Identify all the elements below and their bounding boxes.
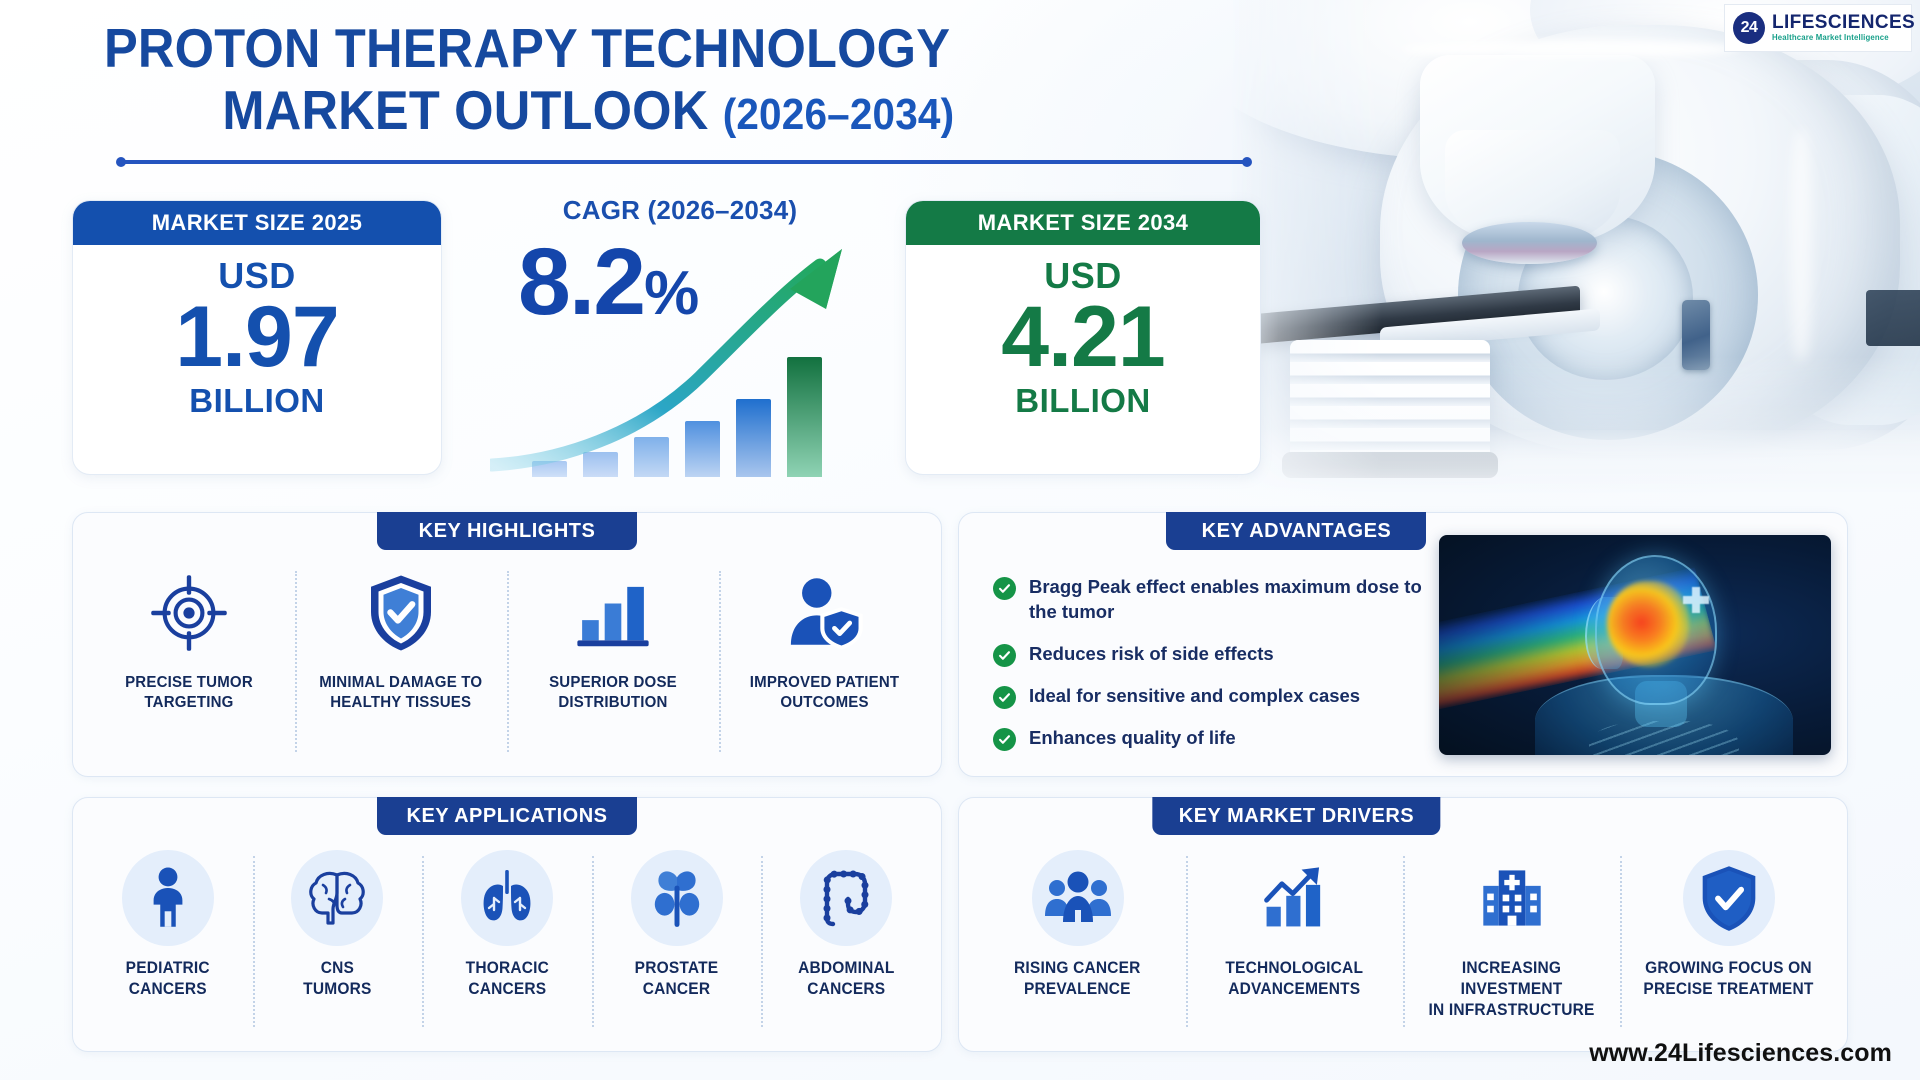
title-line-1: PROTON THERAPY TECHNOLOGY xyxy=(104,17,951,79)
highlight-label-2: MINIMAL DAMAGE TO HEALTHY TISSUES xyxy=(319,674,483,712)
application-label-5: ABDOMINAL CANCERS xyxy=(797,959,895,999)
growth-chart-icon xyxy=(1249,850,1341,946)
shield-check-icon xyxy=(1682,850,1775,946)
application-item-pediatric-cancers: PEDIATRIC CANCERS xyxy=(83,850,253,1037)
driver-label-1: RISING CANCER PREVALENCE xyxy=(1014,959,1141,999)
panel-key-applications: KEY APPLICATIONS PEDIATRIC CANCERS xyxy=(72,797,942,1052)
check-circle-icon xyxy=(993,643,1016,667)
people-group-icon xyxy=(1031,850,1124,946)
cagr-label: CAGR (2026–2034) xyxy=(562,195,798,225)
application-item-cns-tumors: CNS TUMORS xyxy=(252,850,423,1037)
cagr-bar-3 xyxy=(634,437,669,477)
advantage-text: Bragg Peak effect enables maximum dose t… xyxy=(1029,576,1422,622)
prostate-icon xyxy=(630,850,723,946)
proton-beam-brain-illustration xyxy=(1439,535,1831,755)
tab-key-advantages: KEY ADVANTAGES xyxy=(1166,512,1427,550)
brain-icon xyxy=(291,850,384,946)
highlight-item-superior-dose: SUPERIOR DOSE DISTRIBUTION xyxy=(507,565,719,762)
tab-key-applications: KEY APPLICATIONS xyxy=(377,797,637,835)
title-divider xyxy=(116,157,1252,167)
advantage-item: Bragg Peak effect enables maximum dose t… xyxy=(993,575,1433,625)
application-item-prostate-cancer: PROSTATE CANCER xyxy=(591,850,762,1037)
highlight-label-1: PRECISE TUMOR TARGETING xyxy=(125,674,253,712)
proton-therapy-machine-photo xyxy=(1230,0,1920,495)
application-label-4: PROSTATE CANCER xyxy=(634,959,719,999)
highlight-label-4: IMPROVED PATIENT OUTCOMES xyxy=(750,674,900,712)
highlight-item-minimal-damage: MINIMAL DAMAGE TO HEALTHY TISSUES xyxy=(295,565,507,762)
kpi-2025-currency: USD xyxy=(218,255,296,296)
lungs-icon xyxy=(460,850,553,946)
advantage-item: Enhances quality of life xyxy=(993,726,1433,751)
panel-key-market-drivers: KEY MARKET DRIVERS RISING CANCER PREVAL xyxy=(958,797,1848,1052)
application-item-thoracic-cancers: THORACIC CANCERS xyxy=(422,850,592,1037)
logo-badge-24: 24 xyxy=(1733,12,1765,44)
cagr-bar-5 xyxy=(736,399,771,477)
check-circle-icon xyxy=(993,727,1016,751)
cagr-bar-chart xyxy=(532,357,822,477)
advantage-item: Ideal for sensitive and complex cases xyxy=(993,684,1433,709)
highlight-item-improved-outcomes: IMPROVED PATIENT OUTCOMES xyxy=(719,565,931,762)
kpi-2034-unit: BILLION xyxy=(1015,381,1151,419)
advantage-item: Reduces risk of side effects xyxy=(993,642,1433,667)
kpi-card-market-size-2025: MARKET SIZE 2025 USD 1.97 BILLION xyxy=(72,200,442,475)
cagr-bar-1 xyxy=(532,461,567,477)
cagr-bar-2 xyxy=(583,451,618,477)
driver-item-growing-focus-precise-treatment: GROWING FOCUS ON PRECISE TREATMENT xyxy=(1620,850,1837,1037)
kpi-2034-header: MARKET SIZE 2034 xyxy=(906,201,1260,245)
panel-key-advantages: KEY ADVANTAGES Bragg Peak effect enables… xyxy=(958,512,1848,777)
patient-shield-icon xyxy=(779,565,871,661)
advantages-list: Bragg Peak effect enables maximum dose t… xyxy=(993,575,1433,768)
shield-check-icon xyxy=(355,565,447,661)
check-circle-icon xyxy=(993,685,1016,709)
title-line-2: MARKET OUTLOOK (2026–2034) xyxy=(222,80,1220,145)
application-label-1: PEDIATRIC CANCERS xyxy=(125,959,210,999)
target-icon xyxy=(143,565,235,661)
kpi-2025-unit: BILLION xyxy=(189,381,325,419)
driver-label-3: INCREASING INVESTMENT IN INFRASTRUCTURE xyxy=(1428,959,1595,1020)
page-title: PROTON THERAPY TECHNOLOGY MARKET OUTLOOK… xyxy=(104,18,1264,145)
kpi-2025-header: MARKET SIZE 2025 xyxy=(73,201,441,245)
cagr-percent-symbol: % xyxy=(644,259,699,328)
panel-key-highlights: KEY HIGHLIGHTS PRECISE TUMOR TARGETING xyxy=(72,512,942,777)
driver-label-4: GROWING FOCUS ON PRECISE TREATMENT xyxy=(1643,959,1814,999)
kpi-2025-value: 1.97 xyxy=(175,289,339,385)
advantage-text: Reduces risk of side effects xyxy=(1029,642,1274,664)
highlight-item-precise-tumor-targeting: PRECISE TUMOR TARGETING xyxy=(83,565,295,762)
application-label-2: CNS TUMORS xyxy=(303,959,372,999)
footer-website-url[interactable]: www.24Lifesciences.com xyxy=(1589,1039,1892,1067)
logo-tagline: Healthcare Market Intelligence xyxy=(1772,33,1889,43)
advantage-text: Ideal for sensitive and complex cases xyxy=(1029,684,1361,706)
child-icon xyxy=(121,850,214,946)
tab-key-market-drivers: KEY MARKET DRIVERS xyxy=(1152,797,1441,835)
title-years: (2026–2034) xyxy=(722,90,955,139)
driver-item-increasing-investment: INCREASING INVESTMENT IN INFRASTRUCTURE xyxy=(1403,850,1620,1037)
brand-logo[interactable]: 24 LIFESCIENCES Healthcare Market Intell… xyxy=(1724,4,1916,52)
cagr-number: 8.2 xyxy=(518,229,646,335)
cagr-bar-6 xyxy=(787,357,822,477)
cagr-value: 8.2% xyxy=(518,235,699,330)
application-label-3: THORACIC CANCERS xyxy=(465,959,549,999)
check-circle-icon xyxy=(993,577,1016,600)
title-line-2-main: MARKET OUTLOOK xyxy=(222,79,723,141)
kpi-card-market-size-2034: MARKET SIZE 2034 USD 4.21 BILLION xyxy=(905,200,1261,475)
kpi-2034-currency: USD xyxy=(1044,255,1122,296)
tab-key-highlights: KEY HIGHLIGHTS xyxy=(377,512,637,550)
driver-item-technological-advancements: TECHNOLOGICAL ADVANCEMENTS xyxy=(1186,850,1403,1037)
logo-name: LIFESCIENCES xyxy=(1772,12,1916,34)
application-item-abdominal-cancers: ABDOMINAL CANCERS xyxy=(761,850,931,1037)
cagr-bar-4 xyxy=(685,420,720,477)
highlight-label-3: SUPERIOR DOSE DISTRIBUTION xyxy=(549,674,677,712)
kpi-2034-value: 4.21 xyxy=(1001,289,1165,385)
driver-label-2: TECHNOLOGICAL ADVANCEMENTS xyxy=(1225,959,1364,999)
cagr-block: CAGR (2026–2034) xyxy=(480,195,880,485)
advantage-text: Enhances quality of life xyxy=(1029,726,1236,748)
colon-icon xyxy=(800,850,893,946)
hospital-icon xyxy=(1466,850,1558,946)
bar-chart-icon xyxy=(567,565,659,661)
driver-item-rising-cancer-prevalence: RISING CANCER PREVALENCE xyxy=(969,850,1186,1037)
